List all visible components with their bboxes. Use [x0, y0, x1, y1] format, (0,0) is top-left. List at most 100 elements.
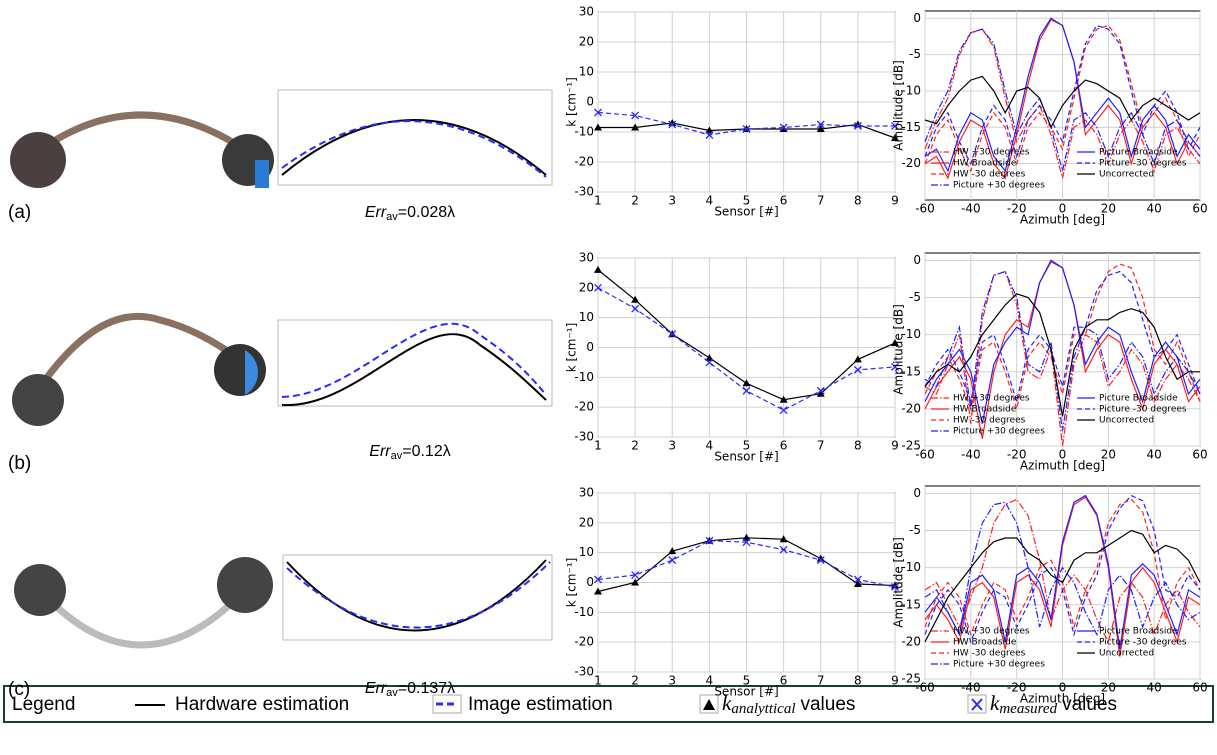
error-symbol: Err [365, 680, 387, 697]
legend-label: HW -30 degrees [953, 649, 1026, 659]
marker [853, 122, 862, 130]
legend-symbol: k [990, 691, 1000, 715]
y-tick-label: 10 [579, 65, 594, 79]
x-tick-label: -40 [961, 681, 981, 695]
x-axis-label: Sensor [#] [714, 685, 778, 699]
series-line [924, 28, 1201, 172]
series-line [924, 494, 1201, 650]
x-tick-label: 5 [743, 674, 751, 688]
marker [594, 575, 602, 584]
marker [853, 579, 862, 587]
error-subscript: av [386, 211, 398, 223]
x-tick-label: 8 [854, 674, 862, 688]
legend-text: values [1062, 694, 1117, 715]
series-line [924, 494, 1201, 644]
marker [816, 554, 825, 562]
y-tick-label: -5 [909, 523, 921, 537]
y-tick-label: -20 [901, 401, 921, 415]
legend-marker [703, 699, 715, 710]
x-tick-label: 9 [891, 674, 899, 688]
y-tick-label: 0 [586, 95, 594, 109]
y-axis-label: Amplitude [dB] [892, 537, 906, 628]
x-tick-label: 5 [743, 194, 751, 208]
legend-text: kmeasured values [990, 691, 1117, 718]
x-tick-label: 2 [631, 194, 639, 208]
y-tick-label: -15 [901, 597, 921, 611]
marker [853, 355, 862, 363]
panel-label: (a) [8, 202, 31, 223]
legend-label: Picture Broadside [1099, 394, 1178, 404]
panel-label: (b) [8, 453, 31, 474]
marker [742, 386, 751, 395]
x-tick-label: 40 [1147, 448, 1162, 462]
y-tick-label: 0 [913, 486, 921, 500]
y-tick-label: -30 [574, 430, 594, 444]
marker [594, 123, 602, 131]
marker [891, 339, 899, 347]
marker [705, 353, 714, 361]
marker [891, 134, 899, 141]
legend-label: HW +30 degrees [953, 627, 1030, 637]
x-tick-label: -40 [961, 448, 981, 462]
curve-diagram-c [282, 554, 553, 641]
y-axis-label: Amplitude [dB] [892, 60, 906, 151]
marker [594, 265, 602, 273]
legend-symbol: k [722, 691, 732, 715]
legend-label: Picture +30 degrees [953, 427, 1045, 437]
x-tick-label: 7 [817, 674, 825, 688]
legend-subscript: analyttical [731, 701, 795, 717]
marker [779, 406, 788, 415]
marker [891, 583, 899, 591]
series-line [597, 287, 896, 411]
marker [705, 126, 714, 134]
x-tick-label: 20 [1101, 202, 1116, 216]
y-tick-label: 30 [579, 5, 594, 19]
error-label: Errav=0.028λ [365, 204, 455, 223]
marker [594, 108, 602, 117]
x-tick-label: -20 [1007, 448, 1027, 462]
y-tick-label: 0 [586, 340, 594, 354]
y-tick-label: -10 [574, 370, 594, 384]
marker [668, 120, 677, 129]
photo-c [14, 557, 273, 649]
marker [891, 581, 899, 589]
legend-label: Picture +30 degrees [953, 660, 1045, 670]
marker [816, 386, 825, 395]
x-tick-label: 2 [631, 674, 639, 688]
x-tick-label: 4 [706, 439, 714, 453]
legend-label: HW +30 degrees [953, 148, 1030, 158]
x-tick-label: -40 [961, 202, 981, 216]
y-tick-label: 0 [586, 575, 594, 589]
marker [891, 122, 899, 130]
marker [779, 123, 788, 132]
error-label: Errav=0.137λ [365, 680, 455, 699]
legend-label: Picture Broadside [1099, 148, 1178, 158]
x-tick-label: 1 [594, 194, 602, 208]
marker [816, 389, 825, 397]
marker [594, 587, 602, 595]
y-tick-label: -25 [901, 672, 921, 686]
legend-label: Uncorrected [1099, 170, 1154, 180]
marker [705, 358, 714, 367]
y-axis-label: k [cm⁻¹] [565, 77, 579, 127]
marker [631, 295, 640, 303]
error-value: =0.137λ [398, 680, 455, 697]
x-tick-label: 0 [1059, 202, 1067, 216]
marker [668, 330, 677, 339]
photo-b [12, 312, 266, 426]
legend-text: values [800, 694, 855, 715]
curve-diagram-a [277, 89, 553, 186]
y-tick-label: 20 [579, 35, 594, 49]
y-tick-label: -15 [901, 364, 921, 378]
x-tick-label: 9 [891, 194, 899, 208]
y-tick-label: 0 [913, 253, 921, 267]
y-tick-label: -30 [574, 185, 594, 199]
x-tick-label: -60 [915, 448, 935, 462]
y-tick-label: -10 [901, 327, 921, 341]
x-tick-label: 40 [1147, 681, 1162, 695]
x-tick-label: -60 [915, 202, 935, 216]
x-tick-label: 60 [1192, 681, 1207, 695]
marker [779, 535, 788, 543]
x-axis-label: Sensor [#] [714, 450, 778, 464]
x-axis-label: Azimuth [deg] [1020, 459, 1105, 473]
